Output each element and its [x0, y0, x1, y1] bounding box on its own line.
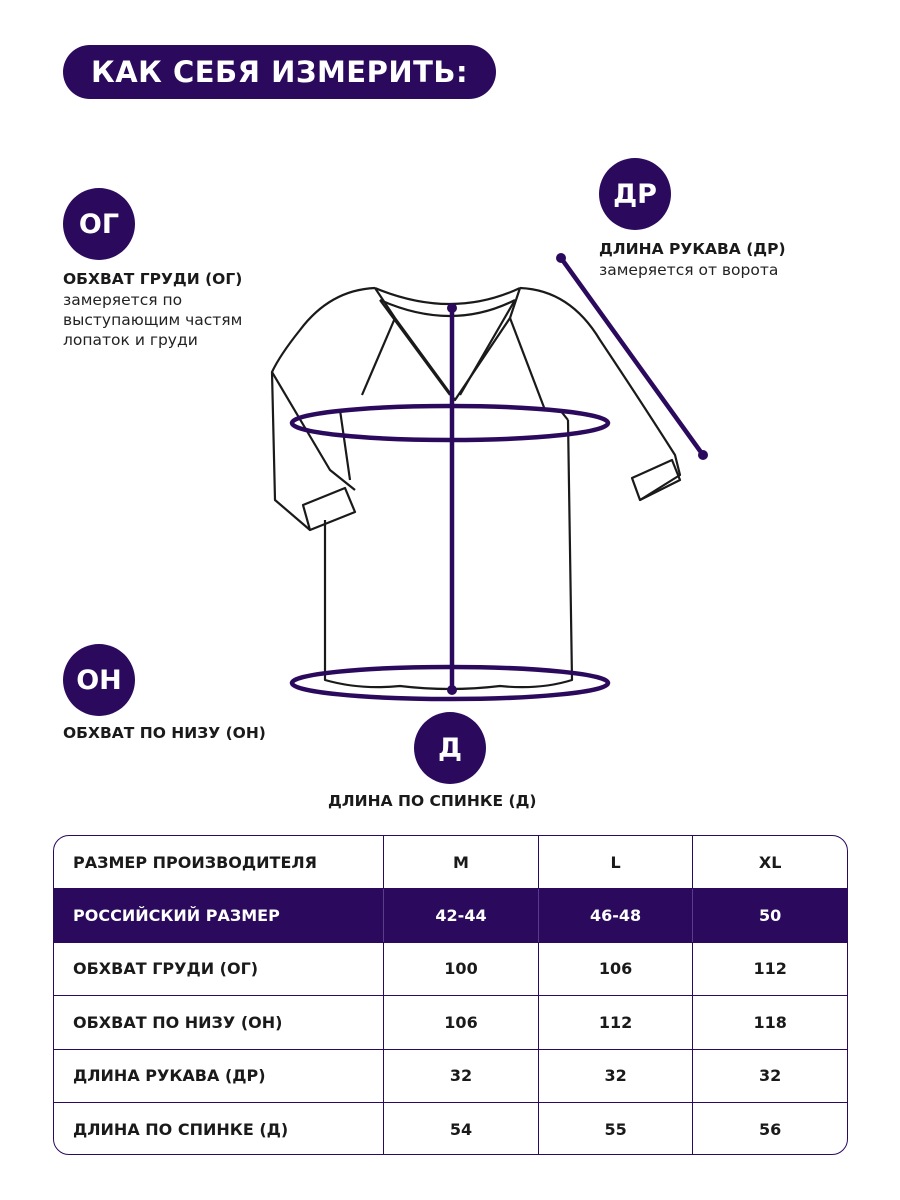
dr-badge: ДР	[599, 158, 671, 230]
table-row: РОССИЙСКИЙ РАЗМЕР 42-44 46-48 50	[54, 888, 847, 942]
og-description: замеряется по выступающим частям лопаток…	[63, 291, 243, 349]
og-label: ОБХВАТ ГРУДИ (ОГ)	[63, 270, 243, 288]
d-badge: Д	[414, 712, 486, 784]
table-row: ОБХВАТ ПО НИЗУ (ОН) 106 112 118	[54, 995, 847, 1049]
d-label: ДЛИНА ПО СПИНКЕ (Д)	[328, 792, 537, 810]
size-table: РАЗМЕР ПРОИЗВОДИТЕЛЯ M L XL РОССИЙСКИЙ Р…	[53, 835, 848, 1155]
dr-description: замеряется от ворота	[599, 261, 779, 279]
dr-label: ДЛИНА РУКАВА (ДР)	[599, 240, 786, 258]
page-title: КАК СЕБЯ ИЗМЕРИТЬ:	[63, 45, 497, 99]
on-badge: ОН	[63, 644, 135, 716]
table-row: ДЛИНА РУКАВА (ДР) 32 32 32	[54, 1048, 847, 1102]
table-row: РАЗМЕР ПРОИЗВОДИТЕЛЯ M L XL	[54, 836, 847, 888]
og-badge: ОГ	[63, 188, 135, 260]
table-row: ОБХВАТ ГРУДИ (ОГ) 100 106 112	[54, 941, 847, 995]
measure-lines	[289, 256, 705, 702]
garment-illustration	[270, 253, 708, 702]
sleeve-length-line	[559, 256, 705, 457]
table-row: ДЛИНА ПО СПИНКЕ (Д) 54 55 56	[54, 1102, 847, 1154]
on-label: ОБХВАТ ПО НИЗУ (ОН)	[63, 724, 266, 742]
blouse-outline	[270, 286, 682, 691]
